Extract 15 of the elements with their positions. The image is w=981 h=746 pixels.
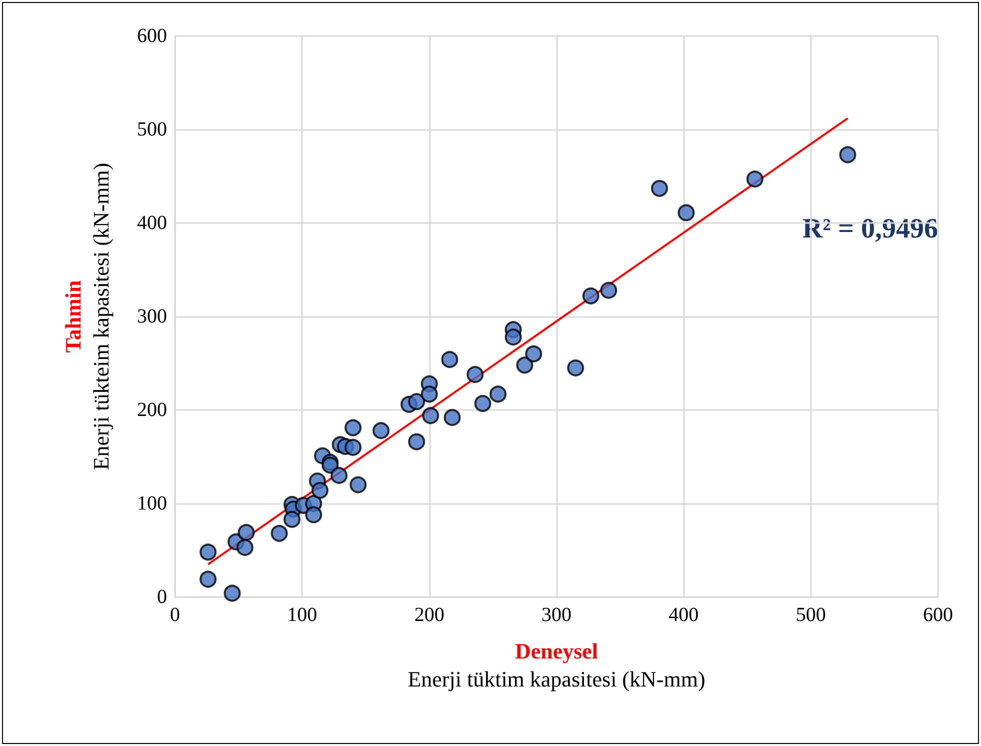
y-tick-label: 400 bbox=[137, 212, 167, 234]
x-tick-label: 400 bbox=[668, 604, 699, 626]
y-tick-label: 500 bbox=[137, 118, 167, 140]
x-tick-label: 200 bbox=[414, 604, 444, 626]
x-axis-title: Deneysel Enerji tüktim kapasitesi (kN-mm) bbox=[408, 638, 706, 692]
y-tick-label: 200 bbox=[137, 399, 167, 421]
x-tick-label: 600 bbox=[923, 604, 953, 626]
y-tick-label: 100 bbox=[137, 492, 167, 514]
y-tick-label: 300 bbox=[137, 306, 167, 328]
x-tick-label: 100 bbox=[287, 604, 318, 626]
y-tick-label: 600 bbox=[137, 25, 167, 47]
x-tick-label: 300 bbox=[542, 604, 572, 626]
y-axis-title: Tahmin Enerji tükteim kapasitesi (kN-mm) bbox=[60, 162, 114, 470]
y-tick-label: 0 bbox=[157, 586, 167, 608]
x-tick-label: 500 bbox=[796, 604, 826, 626]
